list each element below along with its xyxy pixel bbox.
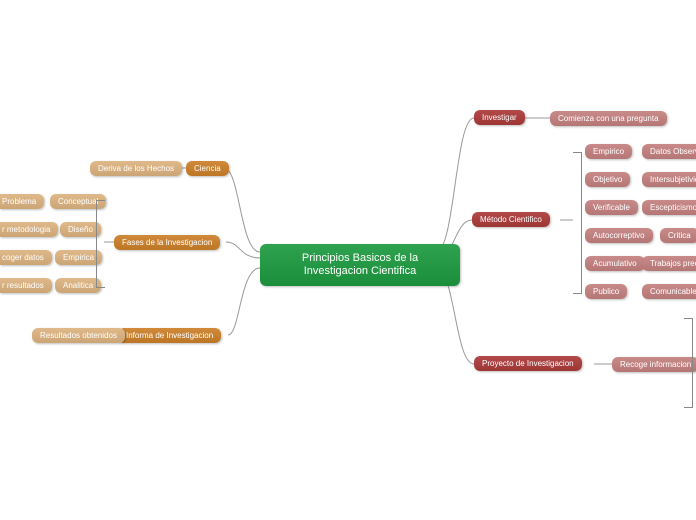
node-label: Problema [2, 197, 36, 206]
mindmap-node: Comunicable [642, 284, 696, 299]
mindmap-node: Empirico [585, 144, 632, 159]
mindmap-node: Verificable [585, 200, 638, 215]
mindmap-node: Método Cientifico [472, 212, 550, 227]
mindmap-node: Objetivo [585, 172, 630, 187]
node-label: Método Cientifico [480, 215, 542, 224]
bracket [96, 200, 105, 288]
node-label: Investigar [482, 113, 517, 122]
node-label: Critica [668, 231, 691, 240]
node-label: Deriva de los Hechos [98, 164, 174, 173]
mindmap-node: Ciencia [186, 161, 229, 176]
mindmap-node: Trabajos precedentes [642, 256, 696, 271]
mindmap-node: Fases de la Investigacion [114, 235, 220, 250]
node-label: Informa de Investigacion [126, 331, 213, 340]
mindmap-node: Escepticismo y rep [642, 200, 696, 215]
bracket [684, 318, 693, 408]
mindmap-node: Investigar [474, 110, 525, 125]
mindmap-node: Analitica [55, 278, 101, 293]
node-label: Analitica [63, 281, 93, 290]
mindmap-node: Acumulativo [585, 256, 645, 271]
node-label: Trabajos precedentes [650, 259, 696, 268]
node-label: Autocorreptivo [593, 231, 645, 240]
node-label: Verificable [593, 203, 630, 212]
mindmap-node: Principios Basicos de la Investigacion C… [260, 244, 460, 286]
node-label: Comienza con una pregunta [558, 114, 659, 123]
bracket [573, 152, 582, 294]
mindmap-node: Proyecto de Investigacion [474, 356, 582, 371]
node-label: Datos Observables [650, 147, 696, 156]
node-label: Intersubjetividad [650, 175, 696, 184]
mindmap-node: Problema [0, 194, 44, 209]
node-label: Principios Basicos de la Investigacion C… [302, 252, 418, 277]
mindmap-node: Autocorreptivo [585, 228, 653, 243]
mindmap-node: Publico [585, 284, 627, 299]
node-label: Escepticismo y rep [650, 203, 696, 212]
node-label: coger datos [2, 253, 44, 262]
mindmap-node: Diseño [60, 222, 101, 237]
node-label: r metodologia [2, 225, 50, 234]
node-label: Conceptual [58, 197, 98, 206]
mindmap-node: Intersubjetividad [642, 172, 696, 187]
node-label: Acumulativo [593, 259, 637, 268]
node-label: Publico [593, 287, 619, 296]
mindmap-node: coger datos [0, 250, 52, 265]
node-label: Recoge informacion [620, 360, 691, 369]
node-label: Empirico [593, 147, 624, 156]
node-label: Proyecto de Investigacion [482, 359, 574, 368]
mindmap-node: Resultados obtenidos [32, 328, 125, 343]
mindmap-node: Critica [660, 228, 696, 243]
mindmap-node: r resultados [0, 278, 52, 293]
node-label: r resultados [2, 281, 44, 290]
node-label: Objetivo [593, 175, 622, 184]
node-label: Empirica [63, 253, 94, 262]
node-label: Comunicable [650, 287, 696, 296]
mindmap-node: Comienza con una pregunta [550, 111, 667, 126]
node-label: Resultados obtenidos [40, 331, 117, 340]
node-label: Ciencia [194, 164, 221, 173]
mindmap-node: Deriva de los Hechos [90, 161, 182, 176]
node-label: Fases de la Investigacion [122, 238, 212, 247]
mindmap-node: Datos Observables [642, 144, 696, 159]
mindmap-node: r metodologia [0, 222, 58, 237]
node-label: Diseño [68, 225, 93, 234]
mindmap-node: Informa de Investigacion [118, 328, 221, 343]
